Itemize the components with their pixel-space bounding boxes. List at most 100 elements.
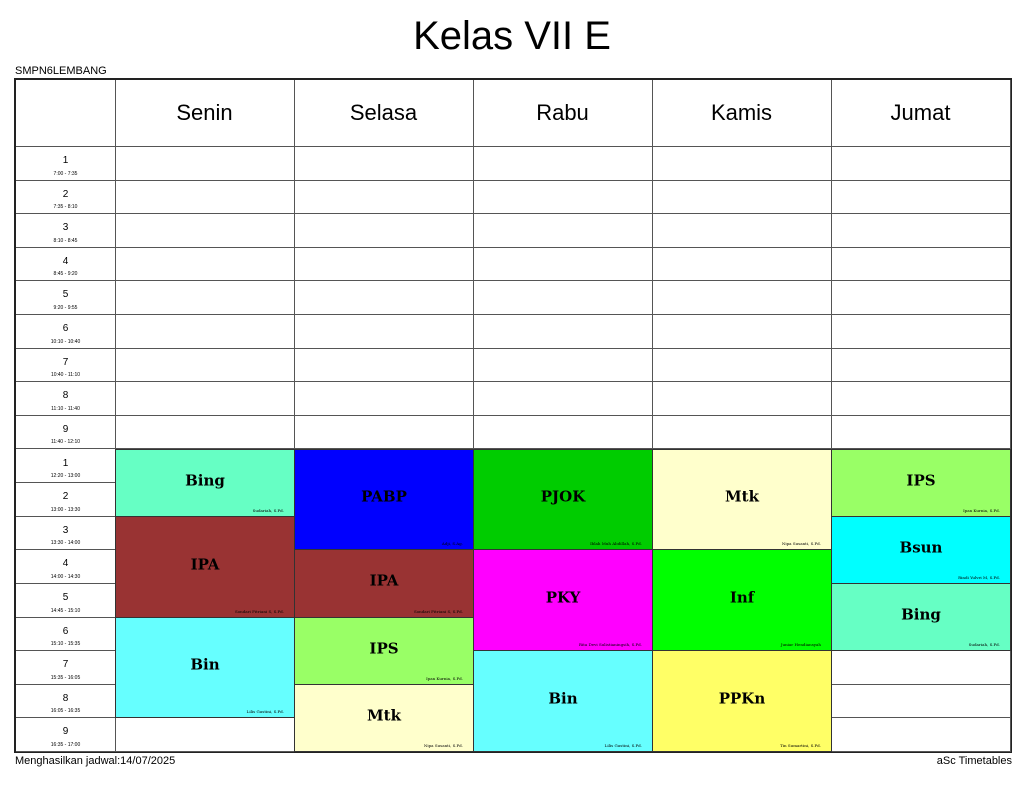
empty-slot (115, 414, 295, 450)
empty-slot (115, 246, 295, 282)
day-header: Senin (115, 80, 295, 147)
period-number: 2 (62, 491, 69, 503)
brand-label: aSc Timetables (936, 755, 1012, 767)
empty-slot (294, 213, 474, 248)
lesson-card: Mtk Nipa Susanti, S.Pd. (652, 448, 832, 551)
lesson-card: PKY Rita Devi Sulistianingsih, S.Pd. (473, 549, 653, 652)
period-number: 1 (62, 457, 69, 469)
empty-slot (831, 347, 1011, 383)
period-cell: 6 10:10 - 10:40 (16, 314, 116, 349)
lesson-subject: Mtk (725, 487, 759, 506)
empty-slot (652, 314, 832, 349)
empty-slot (115, 213, 295, 248)
lesson-teacher: Nipa Susanti, S.Pd. (781, 541, 821, 547)
period-number: 9 (62, 423, 69, 435)
empty-slot (473, 314, 653, 349)
lesson-teacher: Lilis Gustini, S.Pd. (246, 709, 284, 715)
period-number: 6 (62, 625, 69, 637)
period-time: 14:45 - 15:10 (50, 607, 81, 614)
empty-slot (652, 280, 832, 316)
period-time: 7:00 - 7:35 (53, 170, 78, 177)
corner-cell (16, 80, 116, 147)
lesson-teacher: Sondari Fitriani S, S.Pd. (413, 608, 463, 614)
period-number: 2 (62, 188, 69, 200)
empty-slot (115, 280, 295, 316)
empty-slot (831, 683, 1011, 719)
period-time: 12:20 - 13:00 (50, 473, 81, 480)
period-number: 7 (62, 659, 69, 671)
empty-slot (115, 717, 295, 752)
empty-slot (115, 381, 295, 416)
lesson-subject: Bin (190, 655, 220, 674)
period-cell: 2 7:35 - 8:10 (16, 179, 116, 215)
empty-slot (473, 213, 653, 248)
lesson-subject: IPA (190, 554, 220, 573)
period-number: 8 (62, 390, 69, 402)
lesson-card: Bing Sudariah, S.Pd. (831, 582, 1011, 652)
empty-slot (831, 246, 1011, 282)
lesson-subject: PPKn (718, 689, 766, 708)
period-cell: 7 10:40 - 11:10 (16, 347, 116, 383)
period-cell: 5 9:20 - 9:55 (16, 280, 116, 316)
period-cell: 4 8:45 - 9:20 (16, 246, 116, 282)
empty-slot (831, 280, 1011, 316)
lesson-subject: IPS (369, 638, 399, 657)
empty-slot (831, 146, 1011, 181)
period-number: 4 (62, 558, 69, 570)
period-time: 10:10 - 10:40 (50, 338, 81, 345)
period-time: 14:00 - 14:30 (50, 573, 81, 580)
period-time: 8:45 - 9:20 (53, 271, 78, 278)
empty-slot (294, 146, 474, 181)
lesson-card: Bing Sudariah, S.Pd. (115, 448, 295, 517)
lesson-teacher: Adji, S.Ag. (441, 541, 463, 547)
period-time: 15:35 - 16:05 (50, 674, 81, 681)
period-cell: 9 16:35 - 17:00 (16, 717, 116, 752)
empty-slot (294, 414, 474, 450)
empty-slot (473, 146, 653, 181)
period-cell: 4 14:00 - 14:30 (16, 549, 116, 584)
lesson-subject: IPS (906, 470, 936, 489)
empty-slot (294, 381, 474, 416)
generated-date: Menghasilkan jadwal:14/07/2025 (15, 755, 176, 767)
empty-slot (115, 146, 295, 181)
period-number: 4 (62, 255, 69, 267)
school-name: SMPN6LEMBANG (15, 65, 107, 77)
period-cell: 6 15:10 - 15:35 (16, 616, 116, 652)
period-cell: 7 15:35 - 16:05 (16, 650, 116, 685)
lesson-card: IPS Ipan Kurnia, S.Pd. (831, 448, 1011, 517)
period-time: 13:00 - 13:30 (50, 506, 81, 513)
period-time: 9:20 - 9:55 (53, 305, 78, 312)
period-number: 3 (62, 524, 69, 536)
lesson-teacher: Iblah Muh Abdillah, S.Pd. (590, 541, 642, 547)
lesson-card: Mtk Nipa Susanti, S.Pd. (294, 683, 474, 752)
lesson-teacher: Tin Sumartini, S.Pd. (780, 742, 821, 748)
lesson-teacher: Juniar Hendiansyah (780, 642, 821, 648)
lesson-subject: Mtk (367, 706, 401, 725)
empty-slot (115, 314, 295, 349)
empty-slot (652, 381, 832, 416)
lesson-teacher: Lilis Gustini, S.Pd. (604, 742, 642, 748)
period-number: 1 (62, 155, 69, 166)
period-time: 13:30 - 14:00 (50, 540, 81, 547)
period-cell: 2 13:00 - 13:30 (16, 482, 116, 517)
lesson-card: IPA Sondari Fitriani S, S.Pd. (294, 549, 474, 618)
lesson-teacher: Nipa Susanti, S.Pd. (423, 742, 463, 748)
empty-slot (473, 414, 653, 450)
lesson-card: IPS Ipan Kurnia, S.Pd. (294, 616, 474, 685)
empty-slot (473, 246, 653, 282)
lesson-teacher: Rindi Yulvri M, S.Pd. (958, 574, 1000, 580)
empty-slot (652, 246, 832, 282)
empty-slot (294, 280, 474, 316)
period-number: 7 (62, 356, 69, 368)
empty-slot (473, 381, 653, 416)
empty-slot (831, 314, 1011, 349)
empty-slot (831, 650, 1011, 685)
lesson-card: PPKn Tin Sumartini, S.Pd. (652, 650, 832, 752)
period-cell: 3 13:30 - 14:00 (16, 515, 116, 551)
day-header: Kamis (652, 80, 832, 147)
period-time: 11:40 - 12:10 (50, 439, 81, 446)
lesson-card: Bin Lilis Gustini, S.Pd. (115, 616, 295, 719)
period-time: 15:10 - 15:35 (50, 641, 81, 648)
empty-slot (294, 179, 474, 215)
period-time: 8:10 - 8:45 (53, 237, 78, 244)
